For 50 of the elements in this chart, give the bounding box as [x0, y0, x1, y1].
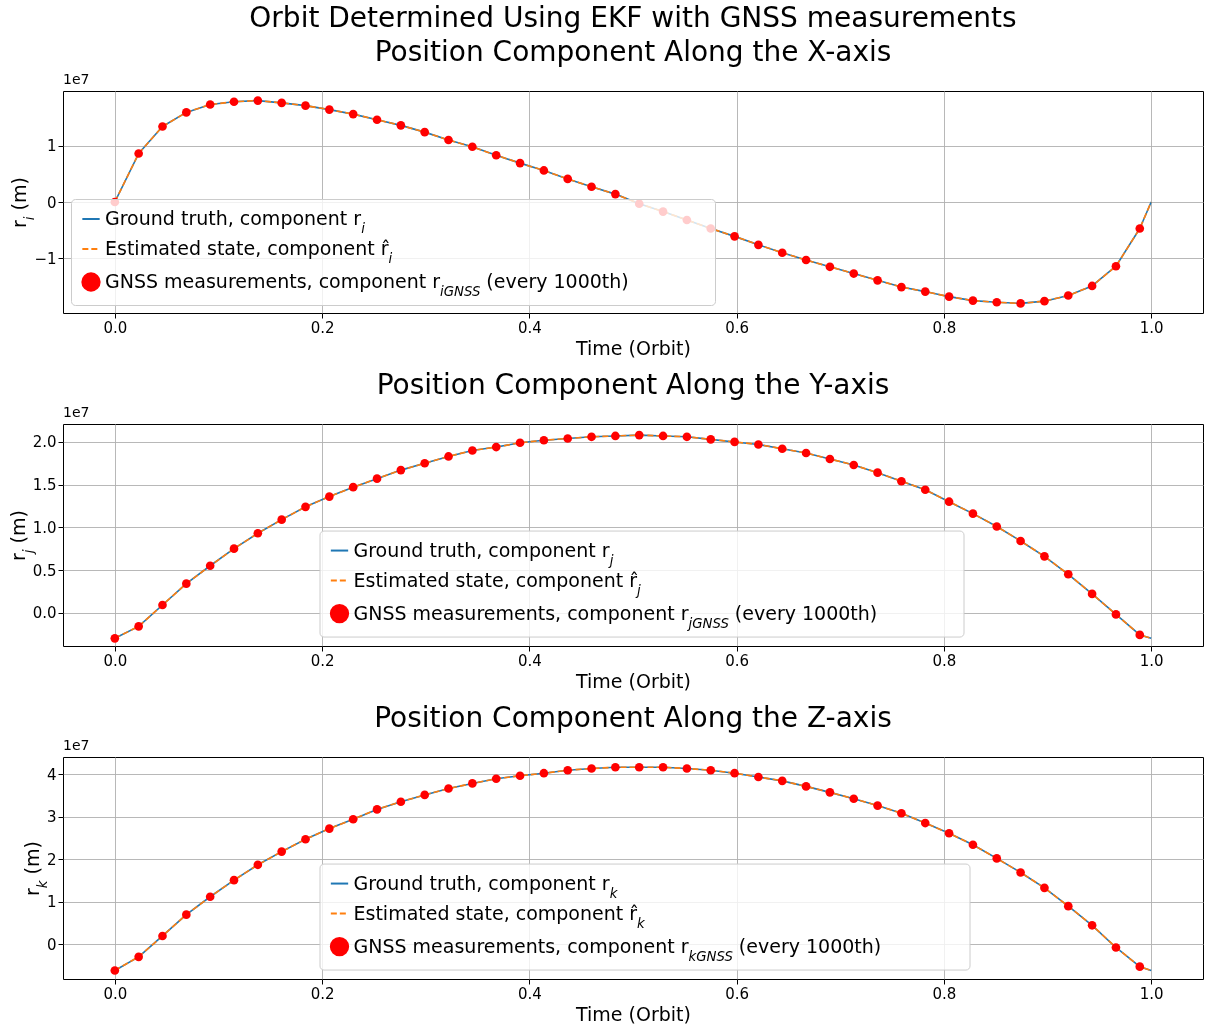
y-tick-label: 1: [46, 137, 57, 156]
x-tick-label: 1.0: [1139, 318, 1164, 337]
text: 1e7: [63, 737, 90, 753]
legend-label: GNSS measurements, component r$_{kGNSS}$ (every 1000th): [353, 934, 882, 964]
x-tick-label: 0.6: [725, 984, 750, 1003]
x-tick-label: 0.2: [310, 318, 335, 337]
y-tick-label: 0.0: [32, 604, 57, 623]
chart-title: Position Component Along the Y-axis: [376, 368, 890, 401]
legend-label: Ground truth, component r$_{j}$: [353, 538, 614, 568]
x-tick-label: 1.0: [1139, 651, 1164, 670]
y-tick-label: 1.5: [32, 476, 57, 495]
y-tick-label: 2.0: [32, 433, 57, 452]
x-tick-label: 0.8: [932, 984, 957, 1003]
text: 1e7: [63, 404, 90, 420]
x-tick-label: 0.0: [103, 651, 128, 670]
legend-label: Ground truth, component r$_{k}$: [353, 871, 619, 901]
legend-label: Estimated state, component r̂$_{j}$: [353, 568, 642, 598]
y-tick-label: 3: [46, 808, 57, 827]
legend-label: GNSS measurements, component r$_{iGNSS}$ (every 1000th): [105, 270, 629, 299]
x-tick-label: 0.4: [517, 984, 542, 1003]
y-tick-label: 1.0: [32, 518, 57, 537]
legend-label: Estimated state, component r̂$_{i}$: [105, 237, 393, 266]
x-tick-label: 0.2: [310, 651, 335, 670]
y-tick-label: 4: [46, 765, 57, 784]
y-tick-label: 0.5: [32, 561, 57, 580]
x-tick-label: 1.0: [1139, 984, 1164, 1003]
x-tick-label: 0.6: [725, 651, 750, 670]
x-tick-label: 0.0: [103, 318, 128, 337]
chart-title: Orbit Determined Using EKF with GNSS measurements: [249, 1, 1017, 34]
x-tick-label: 0.8: [932, 651, 957, 670]
legend-label: Estimated state, component r̂$_{k}$: [353, 901, 647, 931]
x-tick-label: 0.4: [517, 318, 542, 337]
text: 1e7: [63, 71, 90, 87]
x-axis-title: Time (Orbit): [575, 336, 691, 359]
y-tick-label: 0: [46, 193, 57, 212]
x-tick-label: 0.0: [103, 984, 128, 1003]
y-tick-label: 2: [46, 850, 57, 869]
x-tick-label: 0.2: [310, 984, 335, 1003]
chart-subtitle: Position Component Along the X-axis: [374, 35, 892, 68]
legend-label: GNSS measurements, component r$_{jGNSS}$ (every 1000th): [353, 601, 878, 631]
x-axis-title: Time (Orbit): [575, 1002, 691, 1025]
y-tick-label: −1: [34, 249, 57, 268]
legend-label: Ground truth, component r$_{i}$: [105, 207, 366, 236]
x-axis-title: Time (Orbit): [575, 669, 691, 692]
y-tick-label: 1: [46, 893, 57, 912]
x-tick-label: 0.8: [932, 318, 957, 337]
y-tick-label: 0: [46, 935, 57, 954]
x-tick-label: 0.6: [725, 318, 750, 337]
x-tick-label: 0.4: [517, 651, 542, 670]
chart-title: Position Component Along the Z-axis: [374, 701, 892, 734]
